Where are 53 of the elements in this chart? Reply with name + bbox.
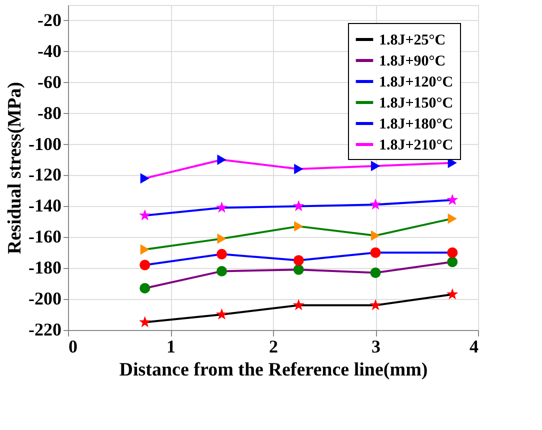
y-axis-title: Residual stress(MPa) bbox=[4, 82, 26, 254]
point bbox=[139, 209, 151, 220]
point bbox=[370, 198, 382, 210]
y-tick-label: -80 bbox=[38, 102, 62, 123]
point bbox=[370, 247, 381, 258]
point bbox=[294, 221, 304, 232]
point bbox=[292, 299, 304, 310]
x-tick-label: 3 bbox=[372, 336, 380, 356]
x-tick-label: 1 bbox=[166, 336, 176, 356]
y-tick-label: -180 bbox=[28, 258, 62, 278]
point bbox=[447, 247, 458, 258]
point bbox=[294, 164, 304, 174]
point bbox=[370, 299, 382, 310]
point bbox=[216, 248, 227, 260]
point bbox=[370, 268, 381, 278]
point bbox=[140, 260, 150, 270]
x-tick-label: 2 bbox=[269, 336, 278, 356]
point bbox=[370, 160, 380, 172]
point bbox=[293, 264, 304, 275]
y-tick-label: -120 bbox=[28, 164, 62, 185]
point bbox=[370, 230, 380, 241]
legend-label: 1.8J+180°C bbox=[379, 116, 454, 132]
x-axis-title: Distance from the Reference line(mm) bbox=[119, 360, 428, 380]
point bbox=[216, 202, 228, 213]
y-tick-label: -140 bbox=[28, 196, 62, 216]
legend-label: 1.8J+90°C bbox=[379, 54, 446, 70]
x-tick-label: 4 bbox=[470, 336, 478, 356]
point bbox=[140, 282, 150, 294]
point bbox=[216, 266, 227, 276]
point bbox=[217, 154, 226, 166]
legend-label: 1.8J+150°C bbox=[379, 96, 454, 112]
y-tick-label: -160 bbox=[28, 226, 62, 247]
point bbox=[139, 316, 151, 328]
y-tick-label: -60 bbox=[38, 72, 62, 92]
legend-label: 1.8J+25°C bbox=[379, 32, 446, 48]
x-tick-label: 0 bbox=[68, 336, 78, 356]
y-tick-label: -200 bbox=[28, 288, 62, 309]
point bbox=[140, 244, 150, 255]
y-tick-label: -40 bbox=[38, 40, 62, 61]
legend-label: 1.8J+120°C bbox=[379, 74, 454, 90]
point bbox=[446, 288, 458, 300]
y-tick-label: -220 bbox=[28, 320, 62, 340]
point bbox=[293, 255, 304, 266]
point bbox=[446, 194, 458, 205]
legend-label: 1.8J+210°C bbox=[379, 138, 454, 154]
point bbox=[140, 173, 150, 184]
point bbox=[217, 233, 226, 244]
point bbox=[448, 213, 457, 224]
y-tick-label: -100 bbox=[28, 134, 62, 154]
point bbox=[292, 200, 304, 212]
y-tick-label: -20 bbox=[38, 10, 62, 30]
point bbox=[216, 308, 228, 320]
point bbox=[447, 256, 458, 268]
